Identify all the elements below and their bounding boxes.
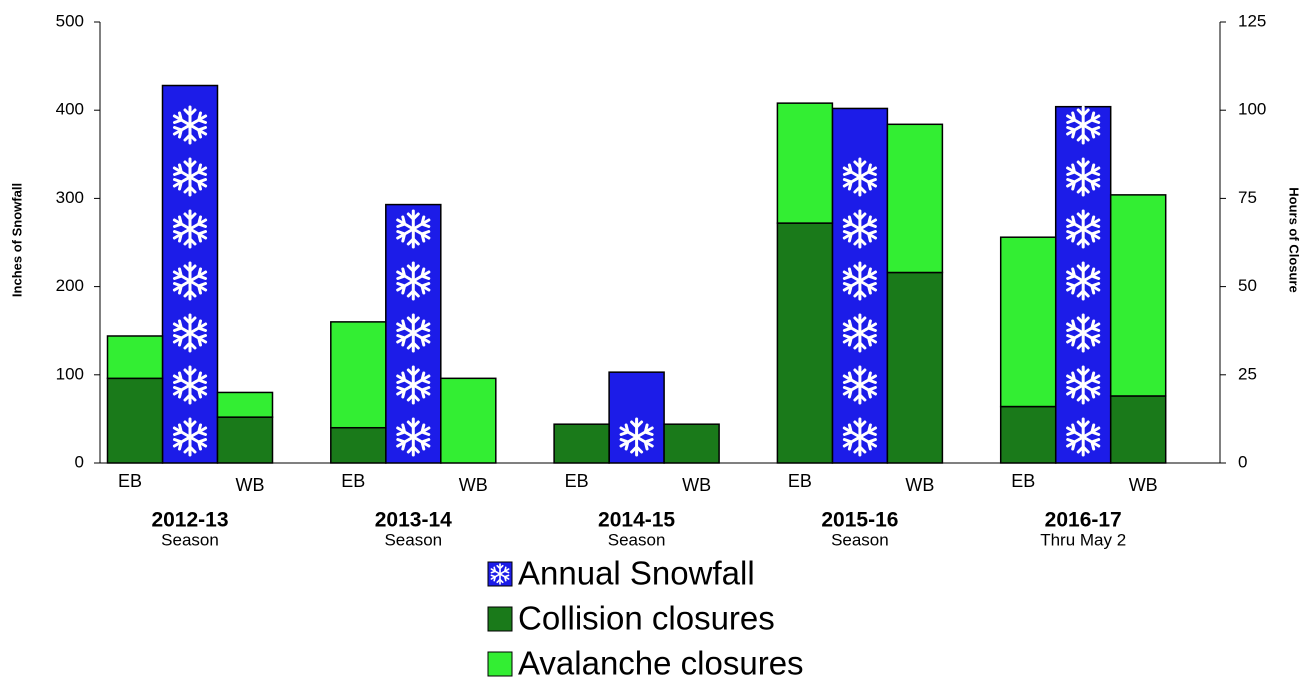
- y-tick-label: 100: [56, 364, 84, 383]
- collision-bar: [330, 426, 387, 464]
- collision-bar: [663, 423, 720, 464]
- direction-label: WB: [905, 475, 934, 495]
- collision-bar: [553, 423, 610, 464]
- y2-tick-label: 0: [1238, 452, 1247, 471]
- y2-axis-title: Hours of Closure: [1287, 187, 1302, 292]
- avalanche-bar: [106, 335, 164, 380]
- direction-label: EB: [565, 471, 589, 491]
- legend-swatch: [487, 651, 513, 677]
- legend-label: Avalanche closures: [518, 645, 804, 682]
- direction-label: WB: [1129, 475, 1158, 495]
- avalanche-bar: [999, 236, 1057, 408]
- season-note: Thru May 2: [1040, 530, 1126, 549]
- collision-bar: [886, 271, 944, 464]
- avalanche-bar: [886, 123, 944, 274]
- legend-swatch: [487, 606, 513, 632]
- y-tick-label: 400: [56, 100, 84, 119]
- season-label: 2014-15: [598, 509, 675, 532]
- collision-bar: [999, 405, 1057, 464]
- direction-label: WB: [459, 475, 488, 495]
- season-label: 2015-16: [821, 509, 898, 532]
- direction-label: EB: [788, 471, 812, 491]
- avalanche-bar: [216, 391, 274, 418]
- season-note: Season: [384, 530, 442, 549]
- season-label: 2013-14: [375, 509, 452, 532]
- legend-label: Annual Snowfall: [518, 555, 755, 592]
- y2-tick-label: 25: [1238, 364, 1257, 383]
- direction-label: EB: [118, 471, 142, 491]
- y-axis-title: Inches of Snowfall: [9, 183, 24, 297]
- direction-label: WB: [236, 475, 265, 495]
- season-note: Season: [831, 530, 889, 549]
- legend-label: Collision closures: [518, 600, 775, 637]
- y2-tick-label: 75: [1238, 188, 1257, 207]
- collision-bar: [1109, 395, 1167, 464]
- collision-bar: [106, 377, 164, 464]
- direction-label: EB: [341, 471, 365, 491]
- avalanche-bar: [776, 102, 834, 224]
- y2-tick-label: 50: [1238, 276, 1257, 295]
- y2-tick-label: 125: [1238, 11, 1266, 30]
- avalanche-bar: [1109, 194, 1167, 397]
- season-note: Season: [608, 530, 666, 549]
- y-tick-label: 300: [56, 188, 84, 207]
- y-tick-label: 200: [56, 276, 84, 295]
- avalanche-bar: [440, 377, 497, 464]
- y-tick-label: 0: [75, 452, 84, 471]
- collision-bar: [216, 416, 274, 464]
- y-tick-label: 500: [56, 11, 84, 30]
- direction-label: WB: [682, 475, 711, 495]
- season-label: 2016-17: [1045, 509, 1122, 532]
- collision-bar: [776, 222, 834, 464]
- avalanche-bar: [330, 321, 387, 429]
- y2-tick-label: 100: [1238, 100, 1266, 119]
- season-label: 2012-13: [151, 509, 228, 532]
- season-note: Season: [161, 530, 219, 549]
- direction-label: EB: [1011, 471, 1035, 491]
